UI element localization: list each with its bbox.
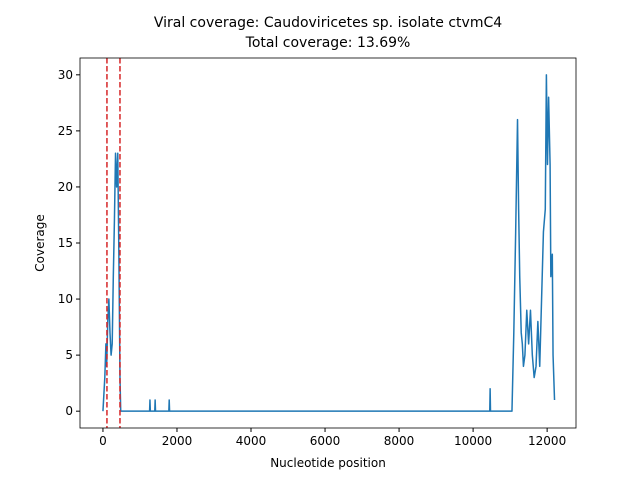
y-tick-label: 25 xyxy=(58,124,73,138)
coverage-line xyxy=(102,74,556,412)
chart-subtitle: Total coverage: 13.69% xyxy=(245,35,411,51)
y-tick-label: 20 xyxy=(58,180,73,194)
y-tick-label: 5 xyxy=(65,348,73,362)
x-tick-label: 8000 xyxy=(384,434,415,448)
x-tick-label: 10000 xyxy=(454,434,492,448)
x-tick-label: 6000 xyxy=(310,434,341,448)
y-tick-label: 15 xyxy=(58,236,73,250)
x-tick-label: 0 xyxy=(99,434,107,448)
y-axis-label: Coverage xyxy=(33,214,47,272)
plot-frame xyxy=(79,57,577,429)
x-tick-label: 2000 xyxy=(162,434,193,448)
y-tick-label: 30 xyxy=(58,68,73,82)
y-tick-label: 0 xyxy=(65,404,73,418)
x-tick-label: 4000 xyxy=(236,434,267,448)
x-tick-label: 12000 xyxy=(528,434,566,448)
y-tick-label: 10 xyxy=(58,292,73,306)
x-axis-label: Nucleotide position xyxy=(270,456,386,470)
chart-title: Viral coverage: Caudoviricetes sp. isola… xyxy=(154,15,502,31)
